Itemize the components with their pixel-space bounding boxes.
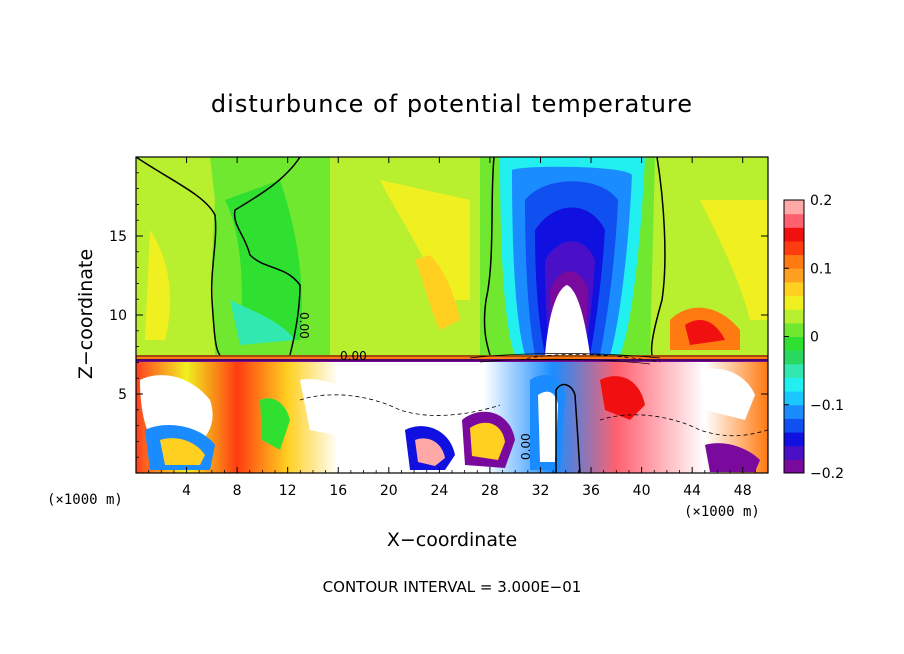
colorbar-segment <box>784 322 804 337</box>
colorbar-segment <box>784 432 804 447</box>
contour-interval-note: CONTOUR INTERVAL = 3.000E−01 <box>323 578 582 596</box>
right-yellow-patch <box>700 200 768 320</box>
orange-patch-1 <box>415 255 460 330</box>
x-tick-label: 8 <box>233 483 242 499</box>
colorbar-tick-label: −0.2 <box>810 466 844 482</box>
colorbar-tick-label: 0 <box>810 330 819 346</box>
x-tick-label: 36 <box>582 483 600 499</box>
y-axis-label: Z−coordinate <box>75 249 97 379</box>
colorbar-segment <box>784 227 804 242</box>
colorbar-segment <box>784 377 804 392</box>
colorbar-segment <box>784 459 804 474</box>
contour-label-2: 0.00 <box>340 349 367 363</box>
x-tick-label: 12 <box>279 483 297 499</box>
cyan-patch <box>230 300 295 345</box>
colorbar-segment <box>784 254 804 269</box>
colorbar-segment <box>784 350 804 365</box>
x-tick-label: 28 <box>481 483 499 499</box>
x-unit-right: (×1000 m) <box>684 504 760 520</box>
colorbar-tick-label: 0.2 <box>810 193 832 209</box>
y-tick-label: 15 <box>109 229 127 245</box>
red-patch <box>685 320 725 345</box>
contour-lines <box>136 157 666 473</box>
x-tick-label: 44 <box>683 483 701 499</box>
x-unit-left: (×1000 m) <box>47 492 123 508</box>
colorbar-segment <box>784 445 804 460</box>
y-axis-ticks: 5 10 15 <box>109 172 768 458</box>
y-tick-label: 5 <box>118 387 127 403</box>
colorbar <box>784 200 804 474</box>
x-tick-label: 24 <box>430 483 448 499</box>
mid-yellow-column <box>380 180 470 300</box>
green-column <box>225 180 302 340</box>
x-tick-label: 32 <box>532 483 550 499</box>
x-axis-ticks: 4 8 12 16 20 24 28 32 36 40 44 48 <box>148 157 756 499</box>
interface-contours <box>136 353 768 365</box>
y-tick-label: 10 <box>109 308 127 324</box>
colorbar-tick-label: −0.1 <box>810 398 844 414</box>
x-tick-label: 40 <box>633 483 651 499</box>
colorbar-ticks: 0.2 0.1 0 −0.1 −0.2 <box>784 193 844 482</box>
colorbar-segment <box>784 418 804 433</box>
heatmap-field <box>136 157 768 473</box>
x-axis-label: X−coordinate <box>387 529 517 551</box>
colorbar-segment <box>784 404 804 419</box>
x-tick-label: 48 <box>734 483 752 499</box>
contour-label-3: 0.00 <box>519 433 533 460</box>
colorbar-segment <box>784 200 804 215</box>
upper-left-yellow-patch <box>145 230 170 340</box>
colorbar-segment <box>784 268 804 283</box>
dome-white-core <box>545 285 590 355</box>
chart-title: disturbunce of potential temperature <box>211 90 693 118</box>
colorbar-segment <box>784 240 804 256</box>
colorbar-segment <box>784 309 804 324</box>
x-tick-label: 4 <box>182 483 191 499</box>
x-tick-label: 16 <box>329 483 347 499</box>
colorbar-tick-label: 0.1 <box>810 261 832 277</box>
colorbar-segment <box>784 281 804 297</box>
colorbar-segment <box>784 363 804 378</box>
colorbar-segment <box>784 336 804 351</box>
colorbar-segment <box>784 213 804 228</box>
contour-label-1: 0.00 <box>297 312 311 339</box>
x-tick-label: 20 <box>380 483 398 499</box>
colorbar-segment <box>784 391 804 406</box>
colorbar-segment <box>784 295 804 310</box>
